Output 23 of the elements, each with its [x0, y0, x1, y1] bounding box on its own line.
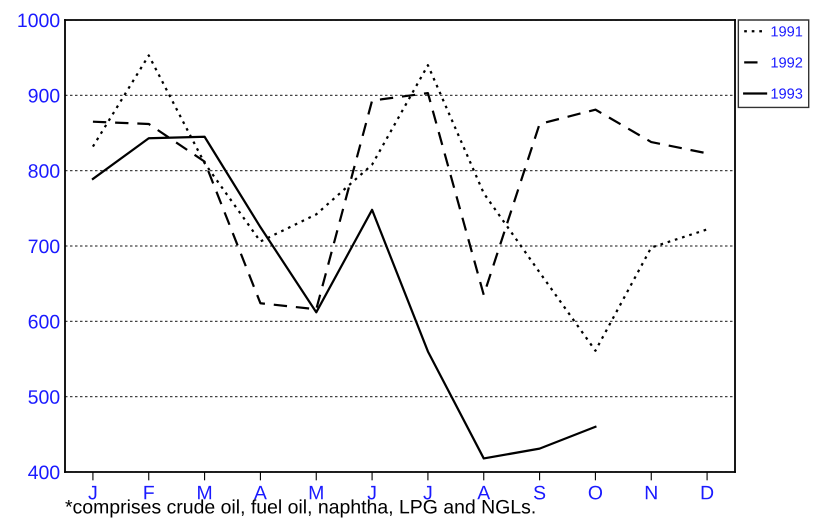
y-tick-label: 400 — [28, 465, 60, 480]
y-tick-label: 700 — [28, 239, 60, 254]
x-tick-label: M — [198, 486, 212, 500]
y-tick-label: 500 — [28, 390, 60, 404]
x-tick-label: A — [477, 486, 490, 500]
y-tick-label: 600 — [28, 314, 60, 329]
x-tick-label: D — [702, 486, 714, 500]
x-tick-label: A — [254, 486, 267, 500]
x-tick-label: J — [368, 486, 376, 500]
x-tick-label: F — [144, 486, 154, 500]
x-tick-label: M — [310, 486, 323, 500]
text: *comprises crude oil, fuel oil, naphtha, LPG and NGLs. — [65, 499, 534, 518]
legend-label: 1992 — [772, 57, 802, 68]
x-tick-label: O — [588, 486, 602, 500]
legend-label: 1991 — [772, 26, 802, 37]
y-tick-label: 900 — [28, 88, 60, 103]
legend-label: 1993 — [772, 88, 802, 99]
x-tick-label: J — [423, 486, 432, 500]
y-tick-label: 800 — [28, 164, 60, 178]
x-tick-label: J — [88, 486, 96, 500]
x-tick-label: N — [646, 486, 657, 500]
y-tick-label: 1000 — [18, 13, 60, 28]
x-tick-label: S — [534, 486, 546, 500]
